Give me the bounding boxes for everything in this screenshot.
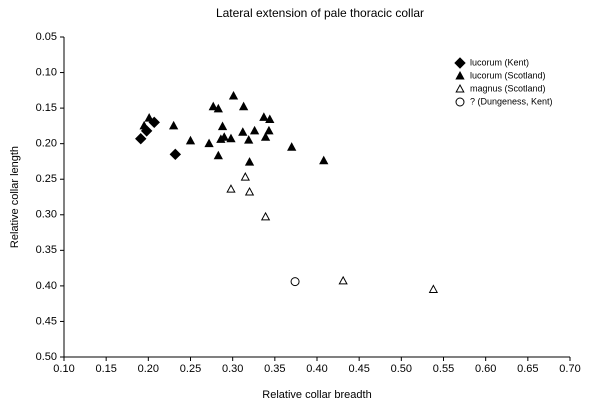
- data-point: [244, 186, 255, 196]
- legend-label: lucorum (Scotland): [470, 70, 546, 80]
- y-tick-label: 0.05: [36, 31, 57, 43]
- y-axis-label: Relative collar length: [9, 146, 21, 248]
- data-point: [238, 101, 249, 111]
- data-point: [260, 132, 271, 141]
- data-point: [144, 113, 154, 122]
- legend-marker: [455, 70, 465, 80]
- data-point: [428, 284, 439, 293]
- y-tick-label: 0.15: [36, 102, 57, 114]
- data-point: [208, 101, 218, 111]
- x-tick-label: 0.20: [138, 363, 159, 375]
- data-point: [260, 211, 271, 221]
- x-tick-label: 0.40: [306, 363, 327, 375]
- x-tick-label: 0.25: [180, 363, 201, 375]
- legend-label: lucorum (Kent): [470, 57, 529, 67]
- y-tick-label: 0.40: [36, 280, 57, 292]
- x-tick-label: 0.10: [53, 363, 74, 375]
- data-point: [139, 120, 149, 130]
- data-point: [168, 120, 179, 130]
- x-tick-label: 0.15: [95, 363, 116, 375]
- data-point: [226, 133, 236, 143]
- legend-label: ? (Dungeness, Kent): [470, 96, 553, 106]
- x-tick-label: 0.45: [348, 363, 369, 375]
- data-point: [238, 127, 248, 136]
- data-point: [185, 135, 196, 145]
- y-tick-label: 0.50: [36, 351, 57, 363]
- data-point: [240, 172, 250, 181]
- data-point: [169, 148, 182, 161]
- x-tick-label: 0.35: [264, 363, 285, 375]
- data-point: [244, 157, 255, 166]
- y-tick-label: 0.30: [36, 209, 57, 221]
- legend-label: magnus (Scotland): [470, 83, 546, 93]
- data-point: [319, 155, 329, 165]
- data-point: [213, 150, 223, 160]
- data-point: [265, 114, 275, 123]
- data-point: [244, 135, 254, 144]
- data-point: [249, 125, 260, 135]
- chart-title: Lateral extension of pale thoracic colla…: [216, 6, 424, 20]
- data-point: [226, 184, 236, 193]
- y-tick-label: 0.10: [36, 66, 57, 78]
- data-point: [204, 138, 214, 148]
- data-point: [338, 275, 348, 285]
- data-point: [287, 142, 297, 151]
- legend-marker: [455, 83, 465, 93]
- x-axis-label: Relative collar breadth: [262, 389, 371, 401]
- x-tick-label: 0.30: [222, 363, 243, 375]
- data-point: [219, 132, 229, 141]
- y-tick-label: 0.20: [36, 138, 57, 150]
- data-point: [290, 277, 300, 287]
- legend-marker: [454, 57, 466, 69]
- legend-marker: [455, 97, 465, 107]
- data-point: [259, 112, 269, 121]
- x-tick-label: 0.50: [391, 363, 412, 375]
- x-tick-label: 0.55: [433, 363, 454, 375]
- data-point: [217, 121, 228, 131]
- y-tick-label: 0.45: [36, 315, 57, 327]
- x-tick-label: 0.70: [559, 363, 580, 375]
- y-tick-label: 0.25: [36, 173, 57, 185]
- y-tick-label: 0.35: [36, 244, 57, 256]
- x-tick-label: 0.60: [475, 363, 496, 375]
- data-point: [213, 103, 223, 113]
- data-point: [135, 132, 147, 145]
- data-point: [228, 90, 239, 100]
- data-point: [264, 125, 274, 135]
- x-tick-label: 0.65: [517, 363, 538, 375]
